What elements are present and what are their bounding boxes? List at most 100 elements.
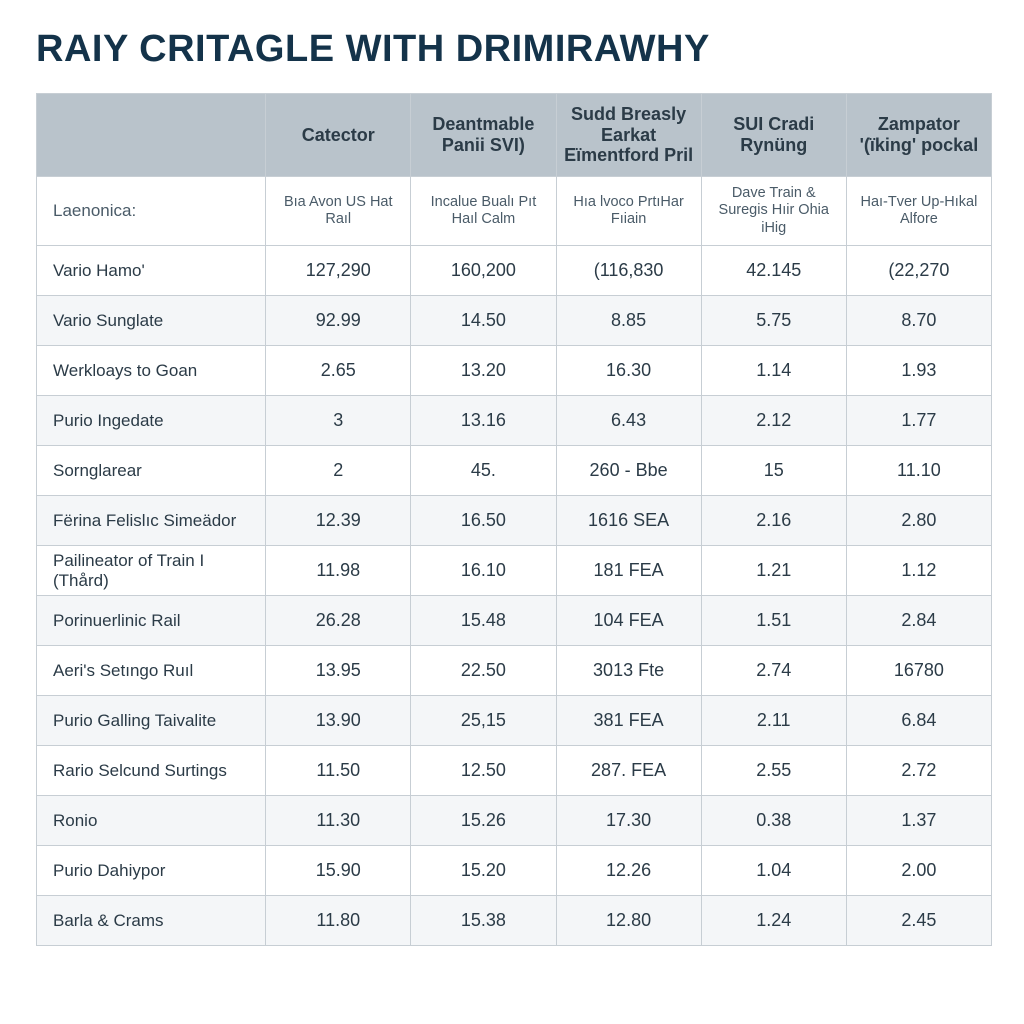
table-subheader-row: Laenonica:Bıa Avon US Hat RaılIncalue Bu… — [37, 177, 992, 246]
cell-value: 1.04 — [701, 846, 846, 896]
cell-value: 12.50 — [411, 746, 556, 796]
page-title: RAIY CRITAGLE WITH DRIMIRAWHY — [36, 28, 992, 71]
cell-value: 16.50 — [411, 496, 556, 546]
row-label: Laenonica: — [37, 177, 266, 246]
cell-value: 1616 SEA — [556, 496, 701, 546]
row-label: Aeri's Setıngo Ruıl — [37, 646, 266, 696]
cell-value: 92.99 — [266, 296, 411, 346]
cell-value: 1.14 — [701, 346, 846, 396]
col-header: Sudd Breasly Earkat Eïmentford Pril — [556, 94, 701, 177]
cell-value: 1.93 — [846, 346, 991, 396]
cell-value: 1.24 — [701, 896, 846, 946]
cell-value: 25,15 — [411, 696, 556, 746]
cell-value: 3013 Fte — [556, 646, 701, 696]
row-label: Fërina Felislıc Simeädor — [37, 496, 266, 546]
table-row: Rario Selcund Surtings11.5012.50287. FEA… — [37, 746, 992, 796]
row-label: Barla & Crams — [37, 896, 266, 946]
cell-value: 2.45 — [846, 896, 991, 946]
cell-value: 26.28 — [266, 596, 411, 646]
cell-value: 260 - Bbe — [556, 446, 701, 496]
cell-value: 12.26 — [556, 846, 701, 896]
table-row: Vario Sunglate92.9914.508.855.758.70 — [37, 296, 992, 346]
cell-value: 1.21 — [701, 546, 846, 596]
cell-value: (116,830 — [556, 246, 701, 296]
cell-value: 160,200 — [411, 246, 556, 296]
table-row: Purio Dahiypor15.9015.2012.261.042.00 — [37, 846, 992, 896]
cell-value: 22.50 — [411, 646, 556, 696]
cell-value: 16780 — [846, 646, 991, 696]
row-label: Pailineator of Train I (Thård) — [37, 546, 266, 596]
cell-value: 13.20 — [411, 346, 556, 396]
table-row: Vario Hamo'127,290160,200(116,83042.145(… — [37, 246, 992, 296]
cell-value: 2.84 — [846, 596, 991, 646]
cell-value: 15.20 — [411, 846, 556, 896]
table-row: Fërina Felislıc Simeädor12.3916.501616 S… — [37, 496, 992, 546]
cell-value: 2.11 — [701, 696, 846, 746]
cell-value: 11.50 — [266, 746, 411, 796]
cell-value: 15.90 — [266, 846, 411, 896]
cell-value: 1.12 — [846, 546, 991, 596]
col-header: SUI Cradi Rynüng — [701, 94, 846, 177]
data-table: Catector Deantmable Panii SVI) Sudd Brea… — [36, 93, 992, 946]
sub-col-header: Incalue Bualı Pıt Haıl Calm — [411, 177, 556, 246]
cell-value: 15.26 — [411, 796, 556, 846]
table-row: Pailineator of Train I (Thård)11.9816.10… — [37, 546, 992, 596]
cell-value: 8.70 — [846, 296, 991, 346]
cell-value: 287. FEA — [556, 746, 701, 796]
cell-value: 2 — [266, 446, 411, 496]
table-row: Barla & Crams11.8015.3812.801.242.45 — [37, 896, 992, 946]
sub-col-header: Bıa Avon US Hat Raıl — [266, 177, 411, 246]
cell-value: 2.80 — [846, 496, 991, 546]
cell-value: 45. — [411, 446, 556, 496]
row-label: Werkloays to Goan — [37, 346, 266, 396]
cell-value: (22,270 — [846, 246, 991, 296]
row-label: Ronio — [37, 796, 266, 846]
cell-value: 381 FEA — [556, 696, 701, 746]
cell-value: 2.16 — [701, 496, 846, 546]
cell-value: 181 FEA — [556, 546, 701, 596]
cell-value: 3 — [266, 396, 411, 446]
cell-value: 2.74 — [701, 646, 846, 696]
sub-col-header: Dave Train & Suregis Hıir Ohia iHig — [701, 177, 846, 246]
row-label: Porinuerlinic Rail — [37, 596, 266, 646]
cell-value: 2.55 — [701, 746, 846, 796]
row-label: Vario Sunglate — [37, 296, 266, 346]
cell-value: 2.12 — [701, 396, 846, 446]
cell-value: 2.65 — [266, 346, 411, 396]
cell-value: 11.80 — [266, 896, 411, 946]
table-body: Laenonica:Bıa Avon US Hat RaılIncalue Bu… — [37, 177, 992, 946]
table-row: Purio Galling Taivalite13.9025,15381 FEA… — [37, 696, 992, 746]
cell-value: 15.38 — [411, 896, 556, 946]
table-row: Sornglarear245.260 - Bbe1511.10 — [37, 446, 992, 496]
col-header: Deantmable Panii SVI) — [411, 94, 556, 177]
sub-col-header: Haı-Tver Up-Hıkal Alfore — [846, 177, 991, 246]
cell-value: 1.37 — [846, 796, 991, 846]
row-label: Purio Galling Taivalite — [37, 696, 266, 746]
cell-value: 13.16 — [411, 396, 556, 446]
row-label: Rario Selcund Surtings — [37, 746, 266, 796]
table-row: Werkloays to Goan2.6513.2016.301.141.93 — [37, 346, 992, 396]
cell-value: 11.98 — [266, 546, 411, 596]
table-row: Purio Ingedate313.166.432.121.77 — [37, 396, 992, 446]
col-header — [37, 94, 266, 177]
row-label: Purio Dahiypor — [37, 846, 266, 896]
cell-value: 1.51 — [701, 596, 846, 646]
cell-value: 104 FEA — [556, 596, 701, 646]
cell-value: 16.10 — [411, 546, 556, 596]
cell-value: 5.75 — [701, 296, 846, 346]
cell-value: 17.30 — [556, 796, 701, 846]
cell-value: 127,290 — [266, 246, 411, 296]
cell-value: 1.77 — [846, 396, 991, 446]
col-header: Catector — [266, 94, 411, 177]
cell-value: 6.43 — [556, 396, 701, 446]
cell-value: 8.85 — [556, 296, 701, 346]
cell-value: 42.145 — [701, 246, 846, 296]
col-header: Zampator '(ïking' pockal — [846, 94, 991, 177]
cell-value: 0.38 — [701, 796, 846, 846]
cell-value: 15 — [701, 446, 846, 496]
cell-value: 14.50 — [411, 296, 556, 346]
cell-value: 13.95 — [266, 646, 411, 696]
cell-value: 11.10 — [846, 446, 991, 496]
row-label: Purio Ingedate — [37, 396, 266, 446]
cell-value: 13.90 — [266, 696, 411, 746]
